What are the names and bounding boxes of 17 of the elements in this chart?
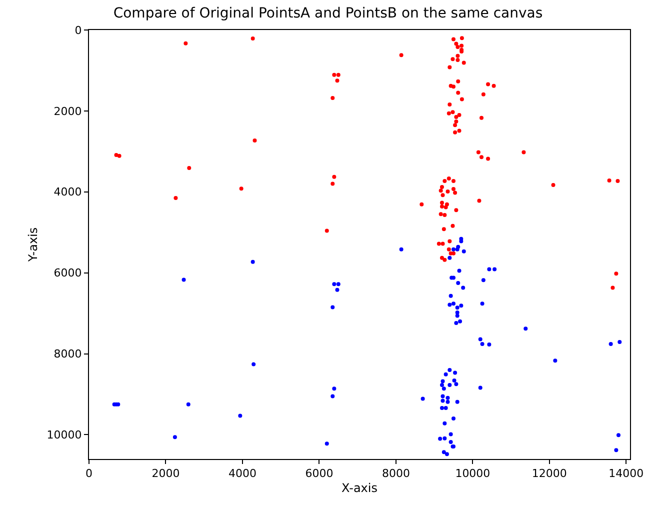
y-tick-label: 10000 (46, 428, 82, 442)
x-axis-title: X-axis (342, 481, 378, 496)
x-tick-label: 4000 (228, 467, 256, 480)
x-tick-label: 2000 (152, 467, 180, 480)
y-tick-label: 6000 (54, 266, 82, 280)
chart-title: Compare of Original PointsA and PointsB on the same canvas (113, 5, 543, 22)
y-tick-label: 0 (74, 24, 82, 37)
x-tick-label: 14000 (608, 467, 644, 480)
x-tick-label: 0 (86, 467, 92, 480)
y-tick-label: 4000 (54, 186, 82, 199)
x-tick-label: 8000 (382, 467, 410, 480)
y-tick-label: 8000 (54, 348, 82, 361)
y-tick-label: 2000 (54, 104, 82, 118)
x-tick-label: 6000 (305, 467, 334, 480)
y-axis-title: Y-axis (26, 227, 40, 263)
x-tick-label: 10000 (455, 467, 490, 480)
x-tick-label: 12000 (532, 467, 567, 480)
